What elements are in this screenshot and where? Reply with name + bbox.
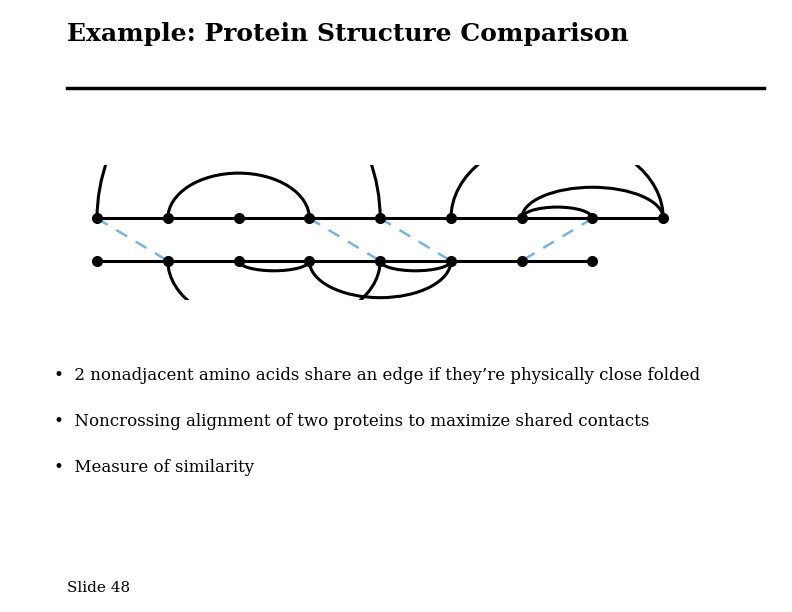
Text: •  Noncrossing alignment of two proteins to maximize shared contacts: • Noncrossing alignment of two proteins … — [54, 412, 649, 430]
Text: Example: Protein Structure Comparison: Example: Protein Structure Comparison — [67, 22, 629, 46]
Text: •  Measure of similarity: • Measure of similarity — [54, 458, 254, 476]
Text: •  2 nonadjacent amino acids share an edge if they’re physically close folded: • 2 nonadjacent amino acids share an edg… — [54, 367, 700, 384]
Text: Slide 48: Slide 48 — [67, 581, 131, 594]
